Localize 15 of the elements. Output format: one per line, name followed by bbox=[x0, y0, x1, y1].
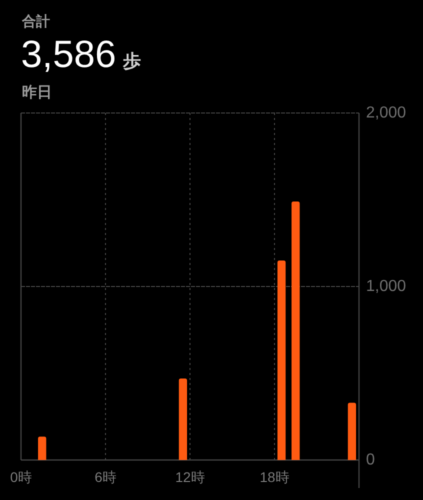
x-tick-label: 18時 bbox=[260, 469, 290, 485]
x-tick-label: 0時 bbox=[10, 469, 32, 485]
bar bbox=[178, 378, 188, 460]
bar bbox=[348, 402, 356, 460]
bar bbox=[292, 201, 300, 460]
y-tick-label: 0 bbox=[366, 452, 375, 468]
y-tick-label: 2,000 bbox=[366, 104, 406, 122]
y-tick-label: 1,000 bbox=[366, 278, 406, 295]
text: 合計 bbox=[21, 13, 50, 29]
chart-subtitle: 昨日 bbox=[22, 84, 52, 101]
chart-title: 3,586 歩 bbox=[21, 34, 142, 76]
bar bbox=[38, 436, 46, 460]
x-tick-label: 12時 bbox=[175, 469, 205, 485]
bar bbox=[277, 260, 286, 460]
x-tick-label: 6時 bbox=[94, 469, 116, 485]
